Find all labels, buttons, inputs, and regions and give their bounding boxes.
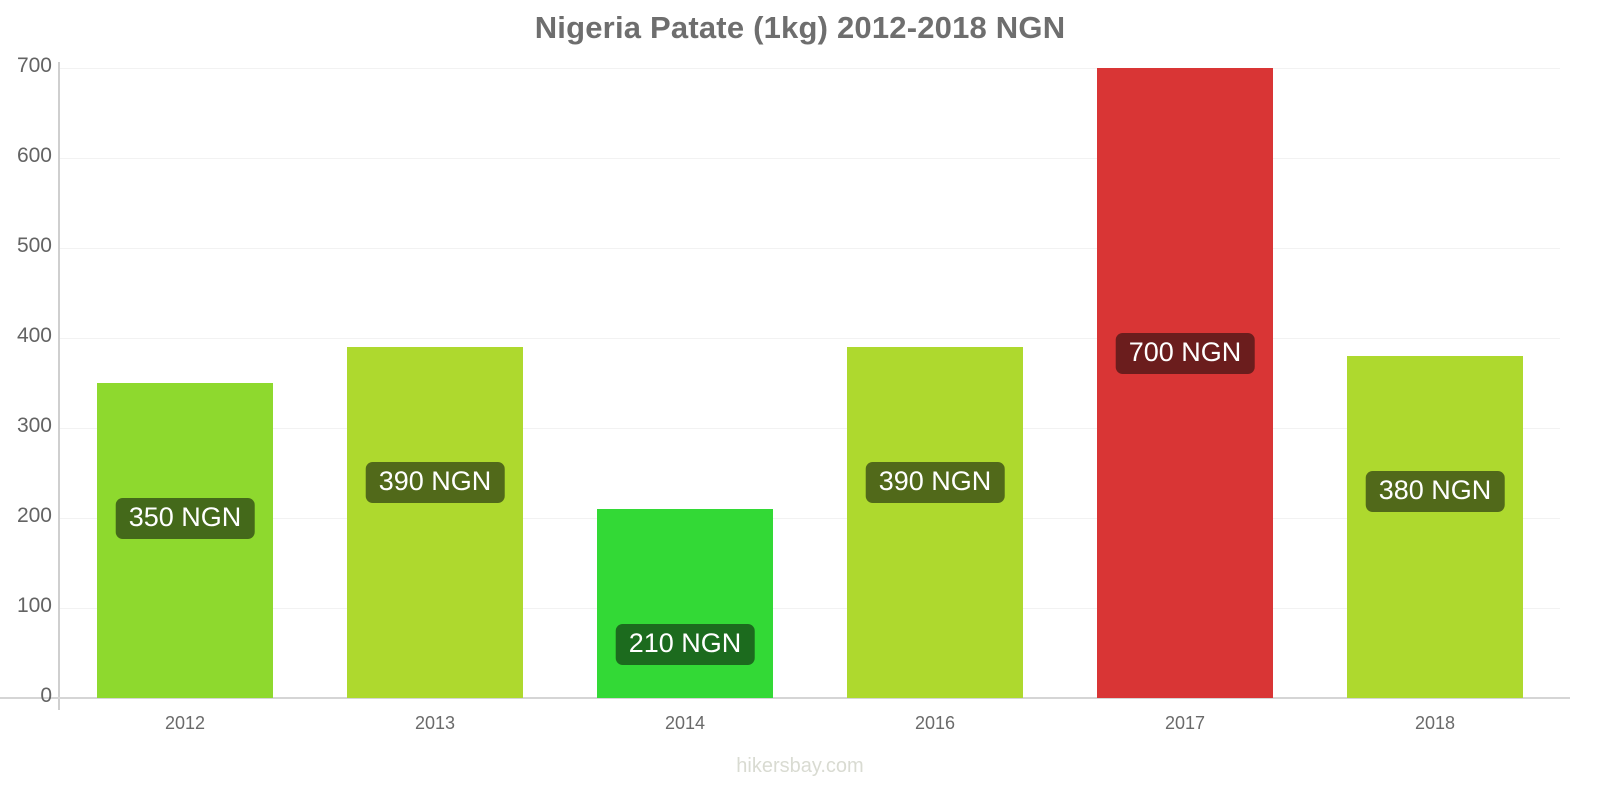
bar-value-label: 390 NGN — [865, 462, 1005, 503]
y-axis-tick-label: 600 — [16, 144, 52, 167]
bar[interactable] — [1347, 356, 1523, 698]
bar-value-label: 390 NGN — [365, 462, 505, 503]
gridline — [60, 338, 1560, 339]
y-axis-tick-label: 400 — [16, 324, 52, 347]
bar-value-label: 210 NGN — [615, 624, 755, 665]
y-axis-tick-label: 500 — [16, 234, 52, 257]
plot-area — [60, 68, 1560, 698]
bar-value-label: 380 NGN — [1365, 471, 1505, 512]
y-axis-tick-label: 700 — [16, 54, 52, 77]
x-axis-tick-label: 2013 — [414, 713, 456, 733]
chart-title: Nigeria Patate (1kg) 2012-2018 NGN — [534, 10, 1066, 45]
bar[interactable] — [97, 383, 273, 698]
gridline — [60, 68, 1560, 69]
gridline — [60, 158, 1560, 159]
footer-credit: hikersbay.com — [736, 755, 864, 777]
gridline — [60, 428, 1560, 429]
gridline — [60, 518, 1560, 519]
bar[interactable] — [847, 347, 1023, 698]
gridline — [60, 248, 1560, 249]
x-axis-tick-label: 2012 — [164, 713, 206, 733]
bar-value-label: 700 NGN — [1115, 333, 1255, 374]
gridline — [60, 608, 1560, 609]
y-axis-tick-label: 200 — [16, 504, 52, 527]
x-axis-tick-label: 2014 — [664, 713, 706, 733]
y-axis-tick-label: 0 — [40, 684, 52, 707]
bar-value-label: 350 NGN — [115, 498, 255, 539]
bar[interactable] — [347, 347, 523, 698]
x-axis-line — [0, 697, 1570, 699]
bar[interactable] — [597, 509, 773, 698]
x-axis-tick-label: 2017 — [1164, 713, 1206, 733]
x-axis-tick-label: 2018 — [1414, 713, 1456, 733]
y-axis-tick-label: 300 — [16, 414, 52, 437]
bar[interactable] — [1097, 68, 1273, 698]
x-axis-tick-label: 2016 — [914, 713, 956, 733]
y-axis-line — [58, 62, 60, 710]
y-axis-tick-label: 100 — [16, 594, 52, 617]
